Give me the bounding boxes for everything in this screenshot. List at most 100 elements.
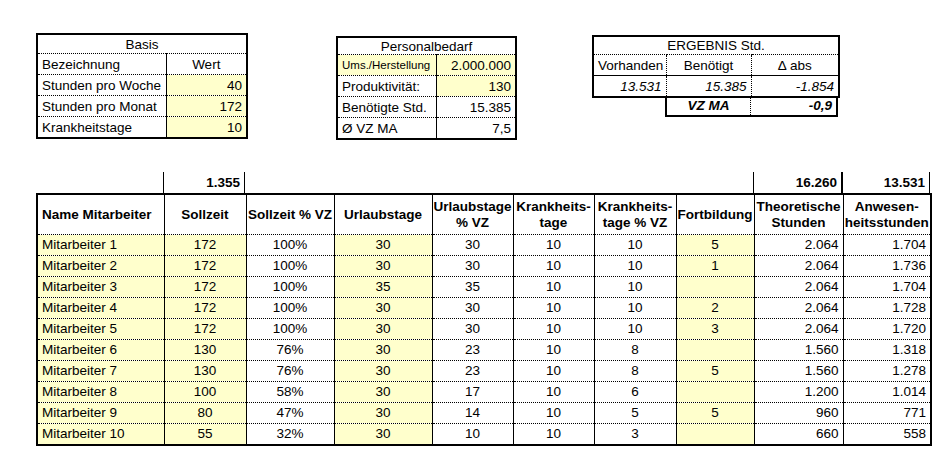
- cell[interactable]: 55: [164, 424, 246, 446]
- total-sollzeit-cell[interactable]: 1.355: [163, 172, 245, 193]
- cell[interactable]: Mitarbeiter 10: [37, 424, 164, 446]
- cell[interactable]: 10: [513, 256, 594, 277]
- cell[interactable]: 14: [432, 403, 513, 424]
- cell[interactable]: 6: [594, 382, 676, 403]
- cell[interactable]: 30: [334, 298, 432, 319]
- cell[interactable]: Mitarbeiter 8: [37, 382, 164, 403]
- cell[interactable]: 1.014: [843, 382, 931, 403]
- cell[interactable]: 771: [843, 403, 931, 424]
- column-header-urlaubstage[interactable]: Urlaubstage: [334, 194, 432, 235]
- cell[interactable]: 30: [432, 319, 513, 340]
- cell[interactable]: 1.318: [843, 340, 931, 361]
- cell[interactable]: 10: [513, 424, 594, 446]
- cell[interactable]: Mitarbeiter 5: [37, 319, 164, 340]
- column-header-sollzeit-prozent-vz[interactable]: Sollzeit % VZ: [246, 194, 334, 235]
- cell[interactable]: 30: [432, 298, 513, 319]
- personalbedarf-value-cell[interactable]: 130: [436, 76, 516, 97]
- cell[interactable]: 10: [513, 277, 594, 298]
- cell[interactable]: 1.560: [754, 340, 843, 361]
- cell[interactable]: 2: [676, 298, 754, 319]
- cell[interactable]: 2.064: [754, 298, 843, 319]
- personalbedarf-value-cell[interactable]: 2.000.000: [436, 55, 516, 76]
- personalbedarf-title-cell[interactable]: Personalbedarf: [337, 37, 516, 55]
- cell[interactable]: 58%: [246, 382, 334, 403]
- column-header-krankheitstage[interactable]: Krankheits- tage: [513, 194, 594, 235]
- cell[interactable]: 3: [594, 424, 676, 446]
- cell[interactable]: 2.064: [754, 235, 843, 256]
- cell[interactable]: 10: [594, 298, 676, 319]
- column-header-urlaubstage-prozent-vz[interactable]: Urlaubstage % VZ: [432, 194, 513, 235]
- cell[interactable]: 30: [334, 382, 432, 403]
- ergebnis-header-benoetigt[interactable]: Benötigt: [666, 55, 751, 76]
- basis-header-bezeichnung[interactable]: Bezeichnung: [37, 54, 166, 75]
- cell[interactable]: 2.064: [754, 319, 843, 340]
- column-header-krankheitstage-prozent-vz[interactable]: Krankheits- tage % VZ: [594, 194, 676, 235]
- cell[interactable]: 10: [432, 424, 513, 446]
- cell[interactable]: 30: [334, 403, 432, 424]
- cell[interactable]: 5: [676, 235, 754, 256]
- cell[interactable]: Mitarbeiter 3: [37, 277, 164, 298]
- cell[interactable]: 32%: [246, 424, 334, 446]
- cell[interactable]: 1.736: [843, 256, 931, 277]
- cell[interactable]: 660: [754, 424, 843, 446]
- total-theoretische-stunden-cell[interactable]: 16.260: [753, 172, 842, 193]
- personalbedarf-label[interactable]: Produktivität:: [337, 76, 436, 97]
- cell[interactable]: 2.064: [754, 256, 843, 277]
- ergebnis-header-vorhanden[interactable]: Vorhanden: [593, 55, 666, 76]
- cell[interactable]: 10: [594, 256, 676, 277]
- basis-label[interactable]: Stunden pro Woche: [37, 75, 166, 96]
- personalbedarf-label[interactable]: Ums./Herstellung: [337, 55, 436, 76]
- cell[interactable]: 8: [594, 340, 676, 361]
- column-header-theoretische-stunden[interactable]: Theoretische Stunden: [754, 194, 843, 235]
- column-header-fortbildung[interactable]: Fortbildung: [676, 194, 754, 235]
- cell[interactable]: 10: [594, 319, 676, 340]
- cell[interactable]: 30: [432, 256, 513, 277]
- cell[interactable]: 10: [513, 235, 594, 256]
- ergebnis-header-delta-abs[interactable]: Δ abs: [751, 55, 839, 76]
- cell[interactable]: 100%: [246, 319, 334, 340]
- cell[interactable]: 30: [334, 361, 432, 382]
- cell[interactable]: 30: [334, 424, 432, 446]
- cell[interactable]: Mitarbeiter 4: [37, 298, 164, 319]
- cell[interactable]: [676, 340, 754, 361]
- cell[interactable]: 30: [334, 235, 432, 256]
- personalbedarf-label[interactable]: Ø VZ MA: [337, 118, 436, 140]
- cell[interactable]: 172: [164, 319, 246, 340]
- cell[interactable]: 23: [432, 361, 513, 382]
- cell[interactable]: [676, 424, 754, 446]
- basis-value-cell[interactable]: 172: [166, 96, 247, 117]
- cell[interactable]: 10: [513, 361, 594, 382]
- column-header-anwesenheitsstunden[interactable]: Anwesen- heitsstunden: [843, 194, 931, 235]
- personalbedarf-label[interactable]: Benötigte Std.: [337, 97, 436, 118]
- cell[interactable]: Mitarbeiter 6: [37, 340, 164, 361]
- cell[interactable]: 1.704: [843, 235, 931, 256]
- basis-value-cell[interactable]: 40: [166, 75, 247, 96]
- cell[interactable]: 10: [513, 319, 594, 340]
- ergebnis-benoetigt-value[interactable]: 15.385: [666, 76, 751, 98]
- cell[interactable]: 10: [513, 298, 594, 319]
- cell[interactable]: 100%: [246, 235, 334, 256]
- cell[interactable]: 172: [164, 277, 246, 298]
- cell[interactable]: 1.278: [843, 361, 931, 382]
- cell[interactable]: 10: [513, 340, 594, 361]
- ergebnis-title-cell[interactable]: ERGEBNIS Std.: [593, 36, 839, 55]
- cell[interactable]: 1.200: [754, 382, 843, 403]
- cell[interactable]: 35: [432, 277, 513, 298]
- cell[interactable]: 1.720: [843, 319, 931, 340]
- ergebnis-vorhanden-value[interactable]: 13.531: [593, 76, 666, 98]
- cell[interactable]: 30: [334, 340, 432, 361]
- total-anwesenheitsstunden-cell[interactable]: 13.531: [842, 172, 930, 193]
- cell[interactable]: [676, 382, 754, 403]
- cell[interactable]: 17: [432, 382, 513, 403]
- cell[interactable]: 100: [164, 382, 246, 403]
- cell[interactable]: 100%: [246, 256, 334, 277]
- cell[interactable]: 172: [164, 235, 246, 256]
- cell[interactable]: 100%: [246, 277, 334, 298]
- cell[interactable]: Mitarbeiter 9: [37, 403, 164, 424]
- cell[interactable]: 130: [164, 361, 246, 382]
- cell[interactable]: 1.560: [754, 361, 843, 382]
- basis-label[interactable]: Krankheitstage: [37, 117, 166, 139]
- ergebnis-delta-abs-value[interactable]: -1.854: [751, 76, 839, 98]
- basis-label[interactable]: Stunden pro Monat: [37, 96, 166, 117]
- cell[interactable]: 5: [676, 361, 754, 382]
